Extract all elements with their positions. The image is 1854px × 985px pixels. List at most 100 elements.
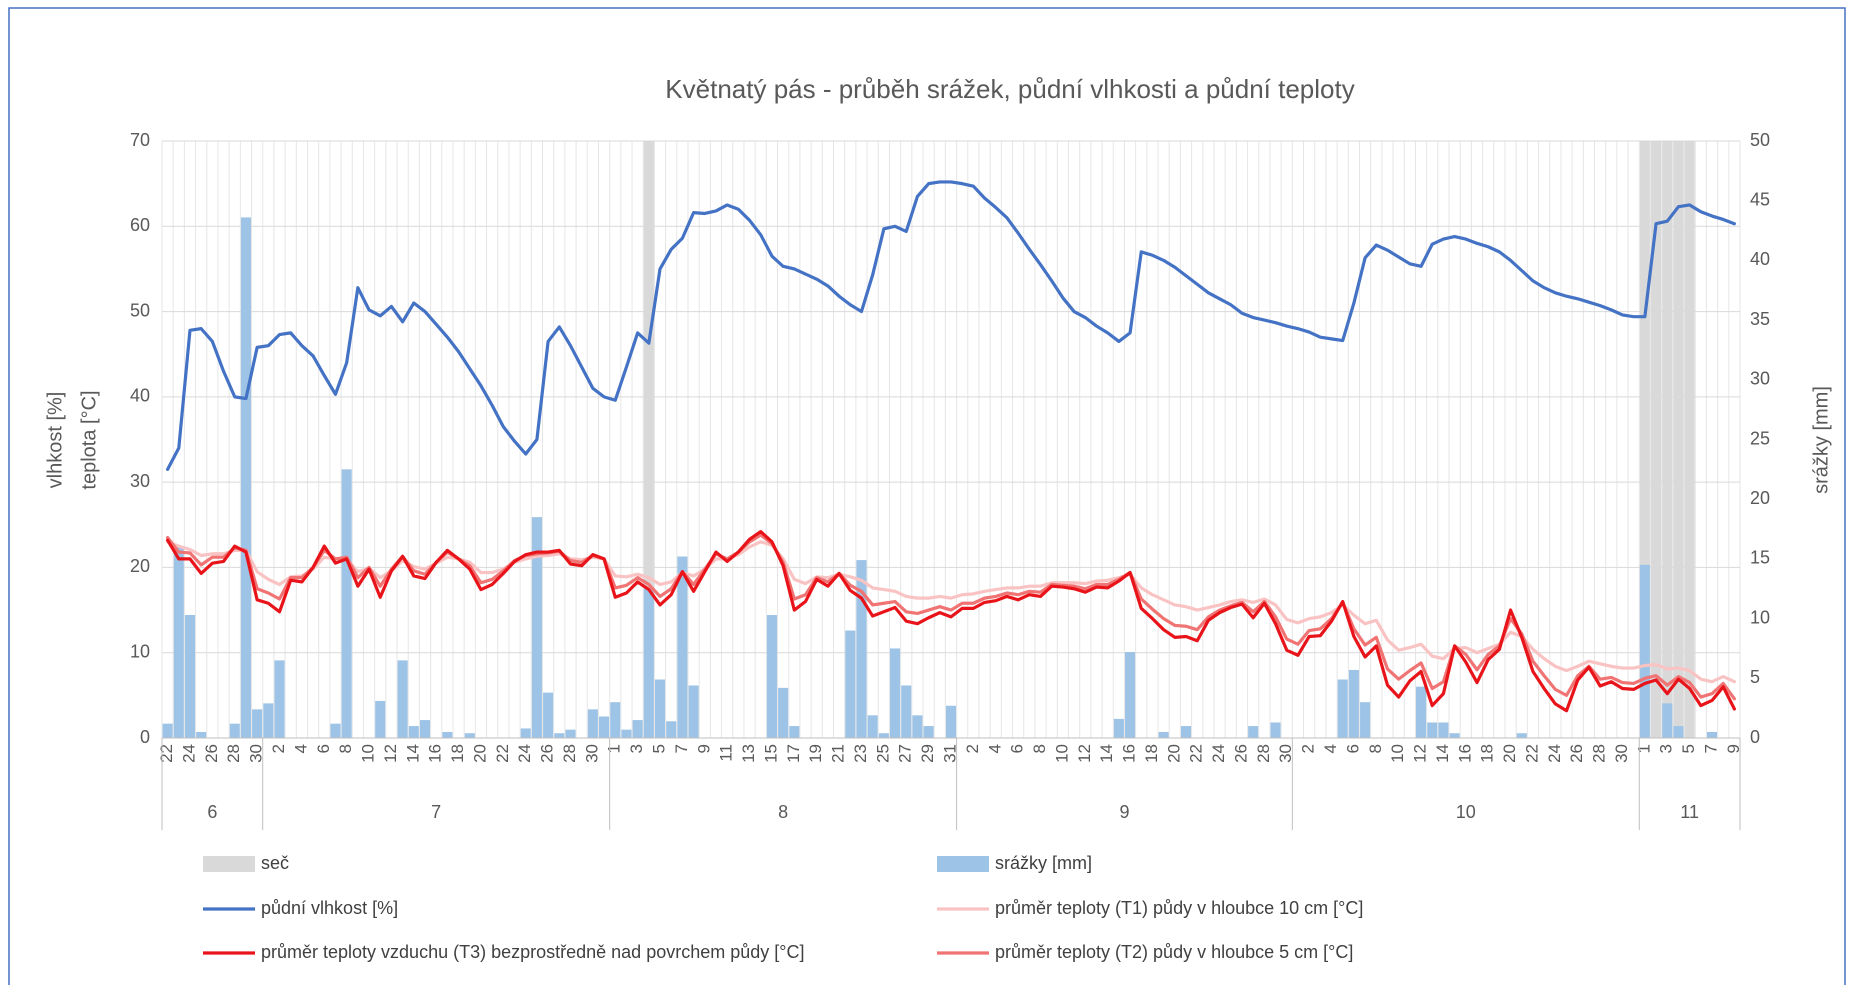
bar [1348,669,1359,738]
bar [240,217,251,738]
chart-border [8,7,1846,985]
bar [1438,722,1449,738]
y2-tick-label: 5 [1750,667,1760,687]
x-tick-label: 16 [1455,744,1474,763]
x-tick-label: 30 [1276,744,1295,763]
y-tick-label: 70 [130,130,150,150]
bar [587,709,598,738]
bar [464,733,475,738]
x-tick-label: 8 [1366,744,1385,753]
x-tick-label: 30 [1612,744,1631,763]
bar [531,517,542,738]
line [166,540,1736,684]
x-tick-label: 12 [1075,744,1094,763]
y2-tick-label: 0 [1750,727,1760,747]
bar [1639,564,1650,738]
bar [643,588,654,738]
bar [1673,726,1684,738]
bar [778,687,789,738]
x-tick-label: 4 [985,744,1004,753]
y-tick-label: 20 [130,556,150,576]
x-tick-label: 18 [448,744,467,763]
x-tick-label: 31 [940,744,959,763]
x-tick-label: 11 [717,744,736,762]
bar [330,723,341,738]
bar [845,630,856,738]
bar [789,726,800,738]
bar [162,723,173,738]
line [166,530,1736,713]
bar [1180,726,1192,738]
month-label: 7 [431,802,441,822]
x-tick-label: 9 [694,744,713,753]
bar [901,685,912,738]
y-tick-label: 60 [130,215,150,235]
bar [1662,141,1673,738]
bar [890,648,901,738]
x-tick-label: 30 [247,744,266,763]
x-tick-label: 1 [1634,744,1653,753]
month-label: 6 [207,802,217,822]
y-tick-label: 10 [130,641,150,661]
bar [1270,722,1281,738]
x-tick-label: 24 [179,744,198,763]
bar [1416,686,1427,738]
y2-tick-label: 30 [1750,369,1770,389]
x-tick-label: 13 [739,744,758,763]
bar [1337,679,1348,738]
bar [621,729,632,738]
x-tick-label: 22 [1187,744,1206,763]
month-label: 9 [1119,802,1129,822]
bar [1449,733,1460,738]
bar [173,546,184,738]
x-tick-label: 14 [1097,744,1116,763]
x-tick-label: 20 [1500,744,1519,763]
x-tick-label: 22 [1522,744,1541,763]
x-tick-label: 23 [851,744,870,763]
x-tick-label: 12 [381,744,400,763]
legend-label: průměr teploty (T2) půdy v hloubce 5 cm … [995,942,1353,962]
bar [643,141,654,738]
x-tick-label: 24 [515,744,534,763]
y-tick-label: 30 [130,471,150,491]
x-tick-label: 7 [672,744,691,753]
bar [677,556,688,738]
bar [252,709,263,738]
x-tick-label: 25 [873,744,892,763]
x-tick-label: 6 [1343,744,1362,753]
bar [599,716,610,738]
bar [666,721,677,738]
legend-swatch [937,856,989,872]
bar [912,715,923,738]
bar [341,469,352,738]
bar [1684,141,1695,738]
bar [1706,732,1718,738]
x-tick-label: 4 [1321,744,1340,753]
bar [229,723,240,738]
y2-tick-label: 45 [1750,189,1770,209]
bar [565,729,576,738]
bar [867,715,878,738]
bar [610,702,621,738]
x-tick-label: 22 [493,744,512,763]
x-tick-label: 6 [314,744,333,753]
x-tick-label: 1 [605,744,624,753]
x-tick-label: 28 [1254,744,1273,763]
bar [1651,141,1662,738]
y-axis-title: teplota [°C] [78,390,100,489]
y2-tick-label: 20 [1750,488,1770,508]
x-tick-label: 24 [1209,744,1228,763]
x-tick-label: 4 [291,744,310,753]
bar [375,700,386,738]
bar [1158,732,1169,738]
legend-label: seč [261,853,289,873]
x-tick-label: 26 [1567,744,1586,763]
x-tick-label: 17 [784,744,803,763]
y2-tick-label: 50 [1750,130,1770,150]
x-tick-label: 18 [1142,744,1161,763]
bar [1125,652,1136,738]
bar [196,732,207,738]
month-label: 10 [1456,802,1476,822]
y2-axis-title: srážky [mm] [1810,386,1832,494]
